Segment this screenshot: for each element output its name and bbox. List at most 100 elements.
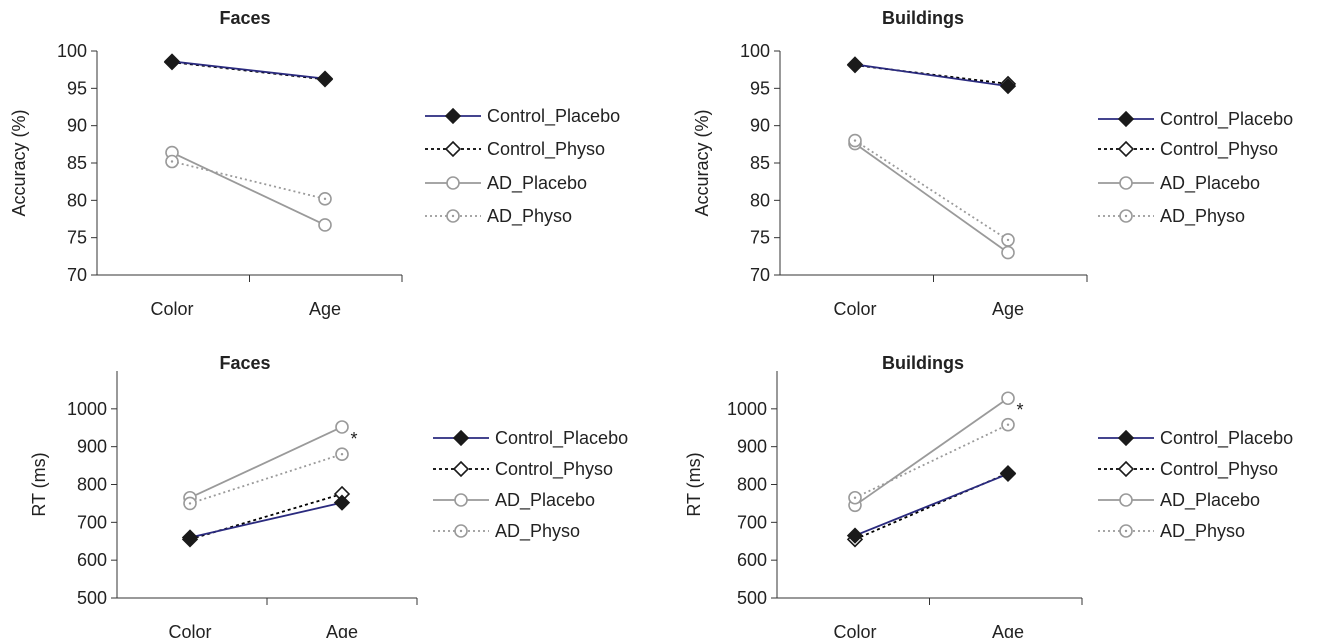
data-point-ad-placebo-age xyxy=(1001,391,1015,406)
x-tick-label: Age xyxy=(992,622,1024,638)
legend-swatch-marker xyxy=(1117,429,1135,447)
legend-swatch-marker xyxy=(1117,140,1135,158)
x-tick-label: Color xyxy=(150,299,193,319)
legend: Control_Placebo Control_Physo AD_Placebo AD… xyxy=(1098,428,1293,542)
y-tick-label: 100 xyxy=(740,41,770,61)
y-tick-label: 700 xyxy=(737,512,767,532)
y-tick-label: 85 xyxy=(67,153,87,173)
data-point-ad-physo-age-dot xyxy=(340,453,344,456)
y-tick-label: 100 xyxy=(57,41,87,61)
y-axis-label: Accuracy (%) xyxy=(9,109,29,216)
y-tick-label: 90 xyxy=(750,116,770,136)
series-ad-physo xyxy=(848,417,1015,505)
legend-label: Control_Placebo xyxy=(495,428,628,449)
data-point-control-placebo-age xyxy=(999,465,1017,483)
legend-swatch-marker xyxy=(1119,493,1133,507)
legend-item-ad-placebo: AD_Placebo xyxy=(1098,173,1260,194)
series-ad-physo xyxy=(165,154,332,206)
series-ad-placebo xyxy=(165,145,332,232)
legend: Control_Placebo Control_Physo AD_Placebo AD… xyxy=(425,106,620,227)
series-line-ad-physo xyxy=(189,453,343,505)
y-tick-label: 90 xyxy=(67,116,87,136)
data-point-control-placebo-age xyxy=(316,70,334,87)
data-point-ad-physo-color-dot xyxy=(853,139,857,142)
legend-item-control-placebo: Control_Placebo xyxy=(1098,109,1293,130)
y-tick-label: 900 xyxy=(77,437,107,457)
y-tick-label: 800 xyxy=(77,475,107,495)
panel-buildings-rt: Buildings 500 600 700 800 900 1000 Color Age RT (… xyxy=(684,353,1293,638)
y-tick-label: 75 xyxy=(750,228,770,248)
series-line-ad-physo xyxy=(171,160,326,200)
legend-swatch-marker-dot xyxy=(459,529,463,533)
legend-label: Control_Placebo xyxy=(487,106,620,127)
legend-swatch-marker xyxy=(452,429,470,447)
y-tick-label: 95 xyxy=(750,78,770,98)
legend-swatch-marker-dot xyxy=(1124,214,1128,218)
data-point-ad-physo-color-dot xyxy=(170,160,174,163)
y-tick-label: 80 xyxy=(750,190,770,210)
data-point-control-placebo-age xyxy=(999,77,1017,95)
series-control-placebo xyxy=(181,494,351,546)
legend-label: AD_Placebo xyxy=(1160,490,1260,511)
legend-item-ad-placebo: AD_Placebo xyxy=(433,490,595,511)
significance-annotation: * xyxy=(1016,400,1023,420)
y-axis-label: Accuracy (%) xyxy=(692,109,712,216)
data-point-ad-physo-age-dot xyxy=(1006,423,1010,426)
y-tick-label: 1000 xyxy=(727,399,767,419)
legend-label: AD_Placebo xyxy=(1160,173,1260,194)
legend-label: Control_Physo xyxy=(1160,459,1278,480)
legend-item-ad-physo: AD_Physo xyxy=(1098,521,1245,542)
legend-item-control-placebo: Control_Placebo xyxy=(1098,428,1293,449)
y-tick-label: 600 xyxy=(737,550,767,570)
legend-swatch-marker xyxy=(1117,110,1135,128)
series-line-ad-placebo xyxy=(854,142,1009,254)
y-tick-label: 70 xyxy=(67,265,87,285)
y-tick-label: 600 xyxy=(77,550,107,570)
y-tick-label: 95 xyxy=(67,78,87,98)
legend-label: AD_Placebo xyxy=(495,490,595,511)
y-axis-label: RT (ms) xyxy=(29,452,49,516)
x-tick-label: Color xyxy=(168,622,211,638)
x-tick-label: Color xyxy=(833,622,876,638)
legend-swatch-marker-dot xyxy=(451,214,455,218)
data-point-ad-physo-color-dot xyxy=(188,502,192,505)
data-point-control-placebo-color xyxy=(846,527,864,544)
legend-swatch-marker xyxy=(444,107,462,125)
series-ad-placebo xyxy=(848,136,1015,260)
data-point-ad-placebo-age xyxy=(1001,245,1015,260)
y-axis-label: RT (ms) xyxy=(684,452,704,516)
series-control-physo xyxy=(846,465,1017,548)
series-ad-placebo xyxy=(183,420,349,505)
data-point-control-placebo-age xyxy=(333,494,351,511)
significance-annotation: * xyxy=(350,429,357,449)
data-point-control-placebo-color xyxy=(163,53,181,70)
legend-item-ad-physo: AD_Physo xyxy=(425,206,572,227)
series-line-control-placebo xyxy=(854,63,1009,87)
series-ad-placebo xyxy=(848,391,1015,513)
legend-swatch-marker xyxy=(446,176,460,190)
series-line-ad-placebo xyxy=(854,397,1009,507)
series-control-physo xyxy=(181,485,351,548)
y-tick-label: 70 xyxy=(750,265,770,285)
chart-title: Buildings xyxy=(882,8,964,28)
legend: Control_Placebo Control_Physo AD_Placebo AD… xyxy=(433,428,628,542)
y-tick-label: 500 xyxy=(77,588,107,608)
y-tick-label: 700 xyxy=(77,512,107,532)
data-point-ad-physo-age-dot xyxy=(1006,238,1010,242)
legend-item-control-placebo: Control_Placebo xyxy=(425,106,620,127)
y-tick-label: 900 xyxy=(737,437,767,457)
legend-label: Control_Physo xyxy=(487,139,605,160)
series-line-control-placebo xyxy=(189,501,343,539)
legend-item-control-physo: Control_Physo xyxy=(1098,459,1278,480)
panel-faces-accuracy: Faces 70 75 80 85 90 95 100 Color Age Accuracy (%)… xyxy=(9,8,620,319)
series-line-control-placebo xyxy=(854,473,1009,537)
series-line-control-placebo xyxy=(171,60,326,80)
data-point-ad-placebo-age xyxy=(335,420,349,434)
y-tick-label: 500 xyxy=(737,588,767,608)
legend: Control_Placebo Control_Physo AD_Placebo AD… xyxy=(1098,109,1293,227)
y-tick-label: 1000 xyxy=(67,399,107,419)
y-tick-label: 800 xyxy=(737,475,767,495)
series-line-ad-physo xyxy=(854,139,1009,241)
legend-item-control-placebo: Control_Placebo xyxy=(433,428,628,449)
